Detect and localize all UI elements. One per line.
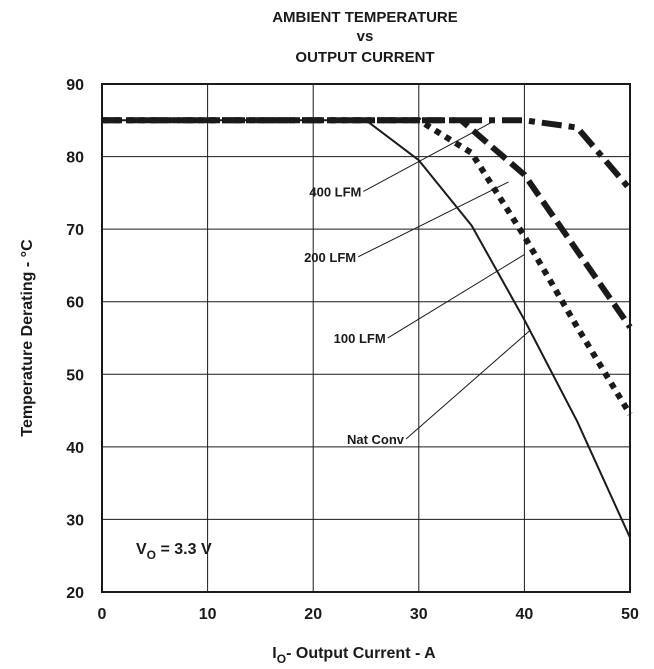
label-leader-lines [357, 121, 531, 440]
y-tick-label-40: 40 [66, 440, 84, 457]
y-tick-label-80: 80 [66, 150, 84, 167]
series-label-200-lfm: 200 LFM [304, 250, 356, 265]
chart-title: AMBIENT TEMPERATURE vs OUTPUT CURRENT [272, 9, 458, 66]
voltage-annotation-sub: O [147, 548, 156, 562]
series-line-200-lfm [102, 117, 633, 329]
x-tick-label-40: 40 [516, 606, 534, 623]
series-line-nat-conv [102, 119, 631, 538]
plot-frame [101, 83, 631, 593]
y-tick-label-50: 50 [66, 367, 84, 384]
series-line-400-lfm [102, 117, 633, 192]
chart-title-line-1: AMBIENT TEMPERATURE [272, 9, 458, 26]
x-tick-labels: 0 10 20 30 40 50 [98, 606, 639, 623]
y-axis-label: Temperature Derating - °C [19, 239, 36, 437]
series-label-400-lfm: 400 LFM [309, 184, 361, 199]
leader-line-400-lfm [363, 121, 493, 192]
y-tick-label-70: 70 [66, 222, 84, 239]
grid-lines [102, 84, 630, 592]
leader-line-nat-conv [405, 330, 531, 440]
x-tick-label-30: 30 [410, 606, 428, 623]
y-tick-label-60: 60 [66, 295, 84, 312]
x-tick-label-0: 0 [98, 606, 107, 623]
x-axis-label: IO- Output Current - A [272, 645, 436, 666]
chart-title-line-2: vs [357, 28, 374, 45]
series-label-nat-conv: Nat Conv [347, 432, 405, 447]
y-tick-label-90: 90 [66, 77, 84, 94]
x-tick-label-10: 10 [199, 606, 217, 623]
y-tick-label-20: 20 [66, 585, 84, 602]
x-tick-label-20: 20 [304, 606, 322, 623]
y-tick-labels: 20 30 40 50 60 70 80 90 [66, 77, 84, 602]
chart-title-line-3: OUTPUT CURRENT [295, 49, 434, 66]
voltage-annotation-main: V [136, 541, 147, 558]
voltage-annotation: VO = 3.3 V [136, 541, 212, 562]
x-axis-label-main: I [272, 645, 276, 662]
x-axis-label-sub: O [277, 652, 286, 666]
series-lines [102, 117, 633, 538]
voltage-annotation-rest: = 3.3 V [156, 541, 212, 558]
leader-line-100-lfm [387, 254, 525, 339]
x-axis-label-rest: - Output Current - A [286, 645, 436, 662]
y-tick-label-30: 30 [66, 512, 84, 529]
series-labels: 400 LFM 200 LFM 100 LFM Nat Conv [304, 184, 405, 446]
leader-line-200-lfm [357, 181, 509, 258]
x-tick-label-50: 50 [621, 606, 639, 623]
series-label-100-lfm: 100 LFM [334, 331, 386, 346]
